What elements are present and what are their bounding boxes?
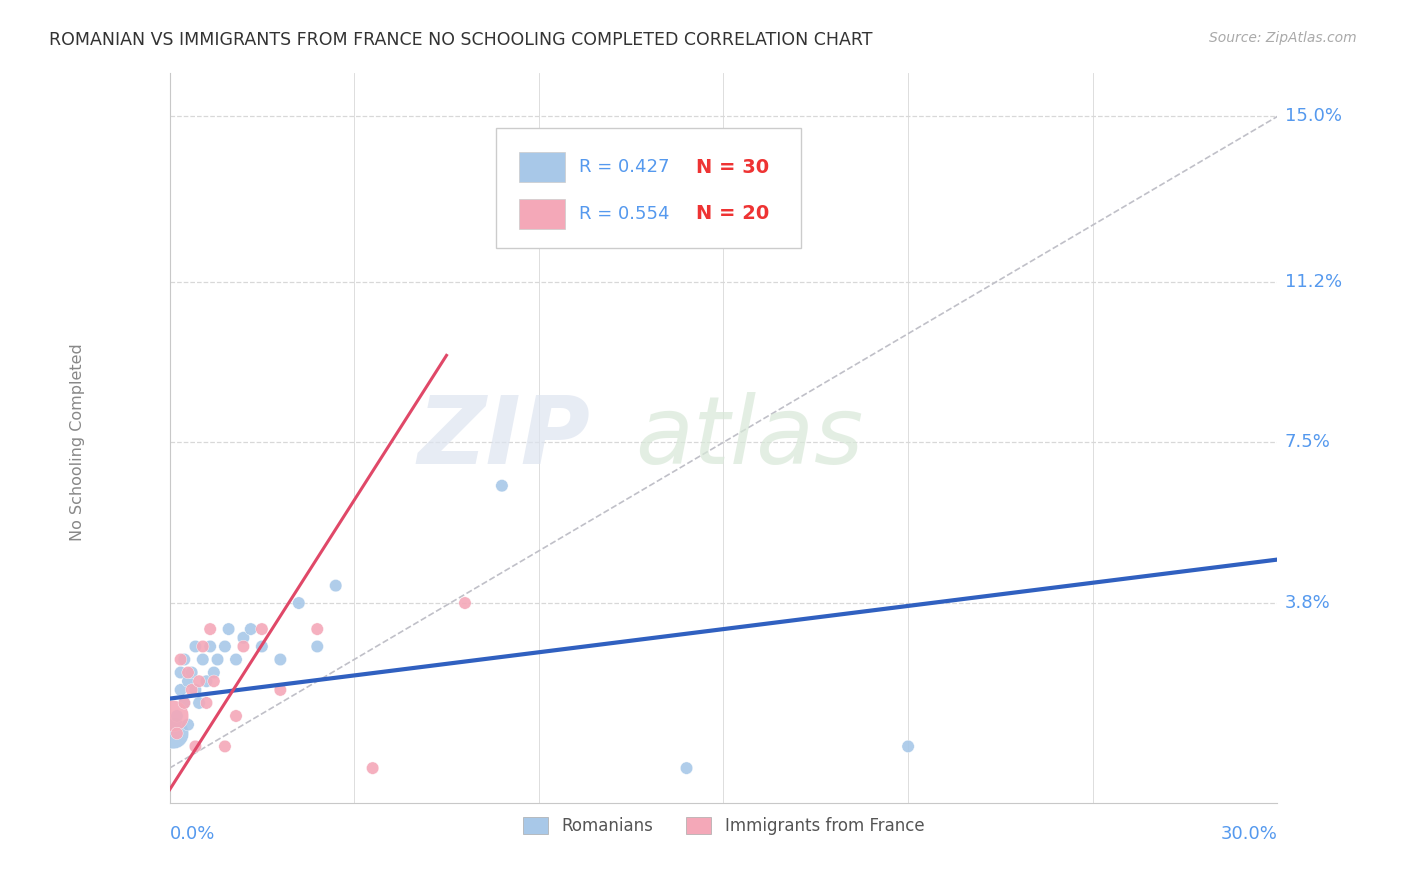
Point bbox=[191, 652, 214, 666]
FancyBboxPatch shape bbox=[519, 199, 565, 229]
Point bbox=[188, 696, 211, 710]
Text: R = 0.427: R = 0.427 bbox=[579, 158, 669, 176]
Text: Source: ZipAtlas.com: Source: ZipAtlas.com bbox=[1209, 31, 1357, 45]
Point bbox=[184, 640, 207, 654]
Point bbox=[307, 640, 329, 654]
Point bbox=[250, 622, 273, 636]
Point bbox=[225, 709, 247, 723]
Point bbox=[184, 682, 207, 697]
Point bbox=[169, 652, 191, 666]
Point bbox=[169, 665, 191, 680]
Point bbox=[675, 761, 697, 775]
Text: atlas: atlas bbox=[636, 392, 863, 483]
Point bbox=[195, 696, 218, 710]
Point bbox=[177, 674, 200, 689]
Point bbox=[250, 640, 273, 654]
FancyBboxPatch shape bbox=[519, 152, 565, 183]
Point bbox=[207, 652, 229, 666]
Point bbox=[195, 674, 218, 689]
Text: N = 30: N = 30 bbox=[696, 158, 769, 177]
Point bbox=[202, 674, 225, 689]
Point bbox=[361, 761, 384, 775]
Text: 7.5%: 7.5% bbox=[1285, 434, 1330, 451]
Point bbox=[173, 696, 195, 710]
Point bbox=[184, 739, 207, 754]
Text: No Schooling Completed: No Schooling Completed bbox=[70, 343, 84, 541]
Text: ZIP: ZIP bbox=[418, 392, 591, 484]
Text: R = 0.554: R = 0.554 bbox=[579, 205, 669, 223]
Point bbox=[198, 622, 221, 636]
Point bbox=[307, 622, 329, 636]
Point bbox=[218, 622, 240, 636]
Point bbox=[198, 640, 221, 654]
Text: ROMANIAN VS IMMIGRANTS FROM FRANCE NO SCHOOLING COMPLETED CORRELATION CHART: ROMANIAN VS IMMIGRANTS FROM FRANCE NO SC… bbox=[49, 31, 873, 49]
Text: 0.0%: 0.0% bbox=[170, 824, 215, 843]
Point bbox=[177, 717, 200, 731]
Point bbox=[177, 665, 200, 680]
Point bbox=[232, 640, 254, 654]
FancyBboxPatch shape bbox=[496, 128, 801, 248]
Point bbox=[166, 709, 188, 723]
Point bbox=[180, 665, 202, 680]
Point bbox=[180, 682, 202, 697]
Point bbox=[214, 640, 236, 654]
Point bbox=[214, 739, 236, 754]
Text: 15.0%: 15.0% bbox=[1285, 107, 1341, 126]
Point bbox=[897, 739, 920, 754]
Point bbox=[454, 596, 477, 610]
Point bbox=[288, 596, 311, 610]
Point bbox=[188, 674, 211, 689]
Text: 3.8%: 3.8% bbox=[1285, 594, 1330, 612]
Point bbox=[169, 682, 191, 697]
Text: 11.2%: 11.2% bbox=[1285, 273, 1341, 291]
Point bbox=[269, 652, 291, 666]
Text: 30.0%: 30.0% bbox=[1220, 824, 1278, 843]
Point bbox=[173, 652, 195, 666]
Point bbox=[491, 479, 513, 493]
Point bbox=[173, 696, 195, 710]
Legend: Romanians, Immigrants from France: Romanians, Immigrants from France bbox=[516, 811, 931, 842]
Point bbox=[191, 640, 214, 654]
Point bbox=[225, 652, 247, 666]
Point bbox=[202, 665, 225, 680]
Point bbox=[232, 631, 254, 645]
Point bbox=[325, 579, 347, 593]
Point bbox=[162, 726, 184, 740]
Point bbox=[162, 709, 184, 723]
Point bbox=[269, 682, 291, 697]
Point bbox=[239, 622, 262, 636]
Text: N = 20: N = 20 bbox=[696, 204, 769, 223]
Point bbox=[166, 726, 188, 740]
